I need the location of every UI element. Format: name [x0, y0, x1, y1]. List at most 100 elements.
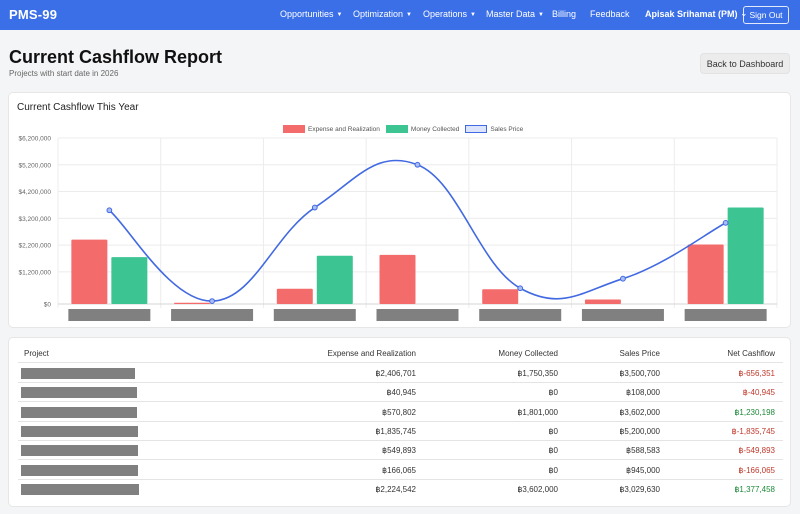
header-net: Net Cashflow	[727, 349, 775, 358]
nav-operations[interactable]: Operations ▼	[423, 9, 476, 19]
legend-label-collected: Money Collected	[410, 125, 460, 133]
nav-feedback[interactable]: Feedback	[590, 9, 630, 19]
x-tick-label-redacted	[479, 309, 562, 321]
cell-net: ฿-40,945	[742, 388, 775, 398]
nav-label: Master Data	[486, 9, 536, 19]
legend-label-sales: Sales Price	[490, 125, 524, 133]
cell-collected: ฿3,602,000	[517, 484, 558, 494]
cell-collected: ฿0	[548, 465, 558, 475]
cell-expense: ฿570,802	[381, 407, 416, 417]
point-sales-price	[620, 275, 626, 282]
y-tick-label: $2,200,000	[18, 243, 51, 250]
x-tick-label-redacted	[376, 309, 459, 321]
cell-sales: ฿5,200,000	[619, 426, 660, 436]
chevron-down-icon: ▼	[538, 12, 544, 18]
chart-title: Current Cashflow This Year	[17, 102, 139, 113]
cell-sales: ฿3,029,630	[619, 484, 660, 494]
cell-expense: ฿40,945	[386, 388, 416, 398]
nav-opportunities[interactable]: Opportunities ▼	[280, 9, 342, 19]
legend-label-expense: Expense and Realization	[308, 125, 380, 133]
nav-label: Opportunities	[280, 9, 334, 19]
cell-net: ฿1,230,198	[734, 407, 775, 417]
project-name-redacted[interactable]	[21, 445, 138, 457]
cell-expense: ฿549,893	[381, 446, 416, 456]
x-tick-label-redacted	[171, 309, 254, 321]
legend-swatch-collected[interactable]	[385, 125, 408, 133]
cell-net: ฿-549,893	[738, 446, 775, 456]
nav-master-data[interactable]: Master Data ▼	[486, 9, 544, 19]
cell-collected: ฿0	[548, 388, 558, 398]
y-tick-label: $1,200,000	[18, 269, 51, 276]
header-project: Project	[24, 349, 49, 358]
sign-out-button[interactable]: Sign Out	[743, 6, 789, 24]
y-tick-label: $0	[44, 302, 52, 309]
legend-swatch-sales[interactable]	[465, 125, 488, 133]
project-name-redacted[interactable]	[21, 464, 138, 476]
project-name-redacted[interactable]	[21, 425, 138, 437]
cell-expense: ฿2,406,701	[375, 369, 416, 378]
bar-expense	[687, 244, 724, 304]
point-sales-price	[517, 285, 524, 292]
project-name-redacted[interactable]	[21, 406, 137, 418]
x-tick-label-redacted	[68, 309, 151, 321]
y-tick-label: $5,200,000	[18, 162, 51, 169]
point-sales-price	[311, 204, 318, 211]
point-sales-price	[209, 298, 215, 305]
cell-collected: ฿0	[548, 446, 558, 456]
row-divider	[18, 420, 783, 422]
x-tick-label-redacted	[684, 309, 767, 321]
project-name-redacted[interactable]	[21, 368, 135, 379]
cell-expense: ฿166,065	[381, 465, 416, 475]
chevron-down-icon: ▼	[470, 12, 476, 18]
chevron-down-icon: ▼	[336, 12, 343, 18]
back-to-dashboard-button[interactable]: Back to Dashboard	[700, 53, 790, 74]
row-divider	[18, 382, 783, 383]
nav-billing[interactable]: Billing	[552, 9, 577, 19]
page-subtitle: Projects with start date in 2026	[9, 69, 119, 78]
table-header-divider	[18, 362, 783, 363]
bar-expense	[584, 299, 621, 304]
nav-label: Optimization	[353, 9, 404, 19]
cell-sales: ฿3,602,000	[619, 407, 660, 417]
bar-expense	[482, 289, 519, 304]
chevron-down-icon: ▼	[406, 12, 412, 18]
y-tick-label: $3,200,000	[18, 216, 51, 223]
cell-net: ฿-1,835,745	[731, 426, 775, 436]
bar-expense	[71, 239, 108, 304]
y-tick-label: $4,200,000	[18, 189, 51, 196]
bar-collected	[727, 207, 764, 304]
point-sales-price	[106, 207, 113, 214]
brand-logo[interactable]: PMS-99	[9, 7, 58, 22]
cell-sales: ฿3,500,700	[619, 369, 660, 378]
legend-swatch-expense[interactable]	[283, 125, 305, 133]
bar-expense	[276, 288, 313, 304]
bar-collected	[316, 255, 353, 304]
cell-net: ฿1,377,458	[734, 484, 775, 494]
cell-net: ฿-656,351	[738, 369, 775, 378]
x-tick-label-redacted	[581, 309, 664, 321]
point-sales-price	[722, 219, 729, 226]
cell-collected: ฿0	[548, 426, 558, 436]
line-sales-price	[108, 159, 727, 302]
header-sales: Sales Price	[619, 349, 660, 358]
cell-collected: ฿1,801,000	[517, 407, 558, 417]
header-collected: Money Collected	[498, 349, 558, 358]
cell-sales: ฿108,000	[625, 388, 660, 398]
nav-label: Operations	[423, 9, 468, 19]
point-sales-price	[414, 161, 421, 168]
cell-net: ฿-166,065	[738, 465, 775, 475]
bar-expense	[379, 254, 416, 304]
y-tick-label: $6,200,000	[18, 136, 51, 143]
top-navbar: PMS-99 Opportunities ▼ Optimization ▼ Oper…	[0, 0, 800, 30]
row-divider	[18, 439, 783, 441]
bar-expense	[174, 302, 211, 304]
bar-collected	[111, 257, 148, 304]
cell-collected: ฿1,750,350	[517, 369, 558, 378]
nav-optimization[interactable]: Optimization ▼	[353, 9, 412, 19]
project-name-redacted[interactable]	[21, 387, 137, 399]
x-tick-label-redacted	[273, 309, 356, 321]
user-name: Apisak Srihamat (PM)	[645, 9, 738, 19]
project-name-redacted[interactable]	[21, 483, 139, 495]
cell-sales: ฿588,583	[625, 446, 660, 456]
